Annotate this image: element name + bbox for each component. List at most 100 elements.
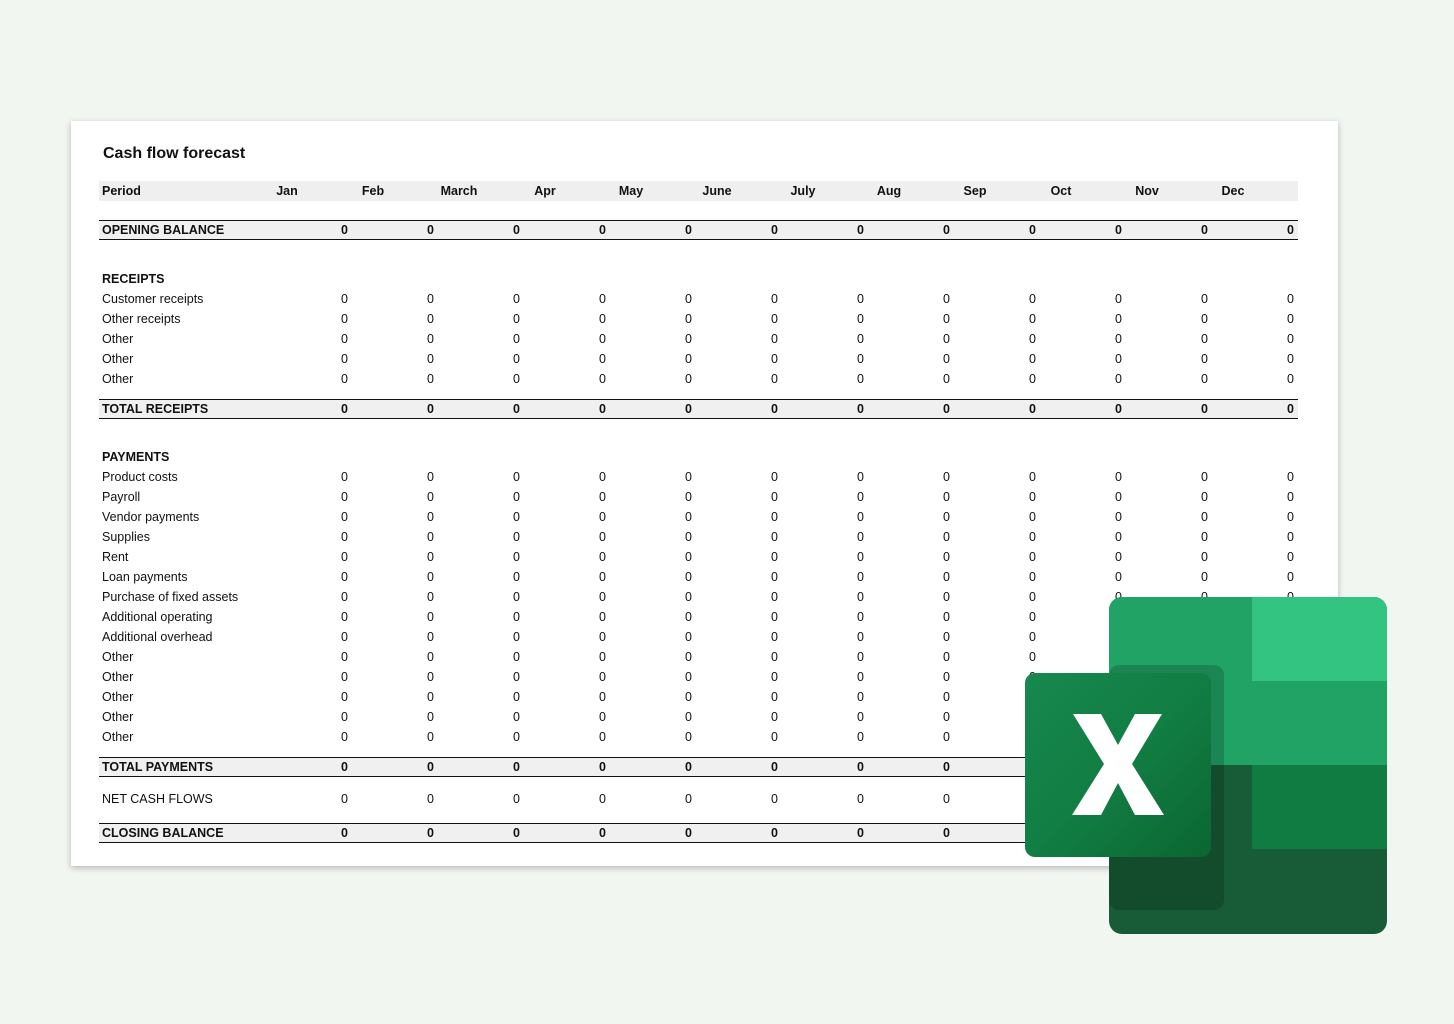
cell[interactable]: 0: [857, 352, 864, 366]
cell[interactable]: 0: [341, 792, 348, 806]
cell[interactable]: 0: [1115, 530, 1122, 544]
cell[interactable]: 0: [427, 292, 434, 306]
cell[interactable]: 0: [685, 292, 692, 306]
cell[interactable]: 0: [857, 332, 864, 346]
cell[interactable]: 0: [1029, 352, 1036, 366]
cell[interactable]: 0: [1287, 470, 1294, 484]
cell[interactable]: 0: [1029, 402, 1036, 416]
cell[interactable]: 0: [599, 630, 606, 644]
cell[interactable]: 0: [1287, 550, 1294, 564]
cell[interactable]: 0: [1287, 570, 1294, 584]
cell[interactable]: 0: [857, 610, 864, 624]
cell[interactable]: 0: [1287, 372, 1294, 386]
cell[interactable]: 0: [1287, 223, 1294, 237]
cell[interactable]: 0: [513, 312, 520, 326]
cell[interactable]: 0: [943, 312, 950, 326]
cell[interactable]: 0: [685, 490, 692, 504]
cell[interactable]: 0: [599, 332, 606, 346]
cell[interactable]: 0: [599, 490, 606, 504]
cell[interactable]: 0: [943, 550, 950, 564]
cell[interactable]: 0: [1287, 530, 1294, 544]
cell[interactable]: 0: [513, 690, 520, 704]
cell[interactable]: 0: [1029, 650, 1036, 664]
cell[interactable]: 0: [513, 760, 520, 774]
cell[interactable]: 0: [943, 490, 950, 504]
cell[interactable]: 0: [513, 223, 520, 237]
cell[interactable]: 0: [513, 490, 520, 504]
cell[interactable]: 0: [943, 760, 950, 774]
cell[interactable]: 0: [513, 352, 520, 366]
cell[interactable]: 0: [513, 792, 520, 806]
cell[interactable]: 0: [771, 490, 778, 504]
cell[interactable]: 0: [427, 630, 434, 644]
cell[interactable]: 0: [943, 730, 950, 744]
cell[interactable]: 0: [341, 292, 348, 306]
cell[interactable]: 0: [599, 312, 606, 326]
cell[interactable]: 0: [427, 760, 434, 774]
cell[interactable]: 0: [341, 826, 348, 840]
cell[interactable]: 0: [513, 826, 520, 840]
cell[interactable]: 0: [513, 610, 520, 624]
cell[interactable]: 0: [1115, 372, 1122, 386]
cell[interactable]: 0: [599, 792, 606, 806]
cell[interactable]: 0: [857, 826, 864, 840]
cell[interactable]: 0: [857, 550, 864, 564]
cell[interactable]: 0: [685, 550, 692, 564]
cell[interactable]: 0: [1201, 550, 1208, 564]
cell[interactable]: 0: [857, 530, 864, 544]
cell[interactable]: 0: [341, 630, 348, 644]
cell[interactable]: 0: [599, 550, 606, 564]
cell[interactable]: 0: [427, 352, 434, 366]
cell[interactable]: 0: [341, 610, 348, 624]
cell[interactable]: 0: [1029, 630, 1036, 644]
cell[interactable]: 0: [857, 402, 864, 416]
cell[interactable]: 0: [1029, 490, 1036, 504]
cell[interactable]: 0: [1287, 510, 1294, 524]
cell[interactable]: 0: [1287, 292, 1294, 306]
cell[interactable]: 0: [599, 570, 606, 584]
cell[interactable]: 0: [341, 332, 348, 346]
cell[interactable]: 0: [1029, 223, 1036, 237]
cell[interactable]: 0: [427, 826, 434, 840]
cell[interactable]: 0: [1029, 590, 1036, 604]
cell[interactable]: 0: [1201, 223, 1208, 237]
cell[interactable]: 0: [771, 792, 778, 806]
cell[interactable]: 0: [427, 530, 434, 544]
cell[interactable]: 0: [685, 510, 692, 524]
cell[interactable]: 0: [1287, 312, 1294, 326]
cell[interactable]: 0: [599, 510, 606, 524]
cell[interactable]: 0: [943, 690, 950, 704]
cell[interactable]: 0: [427, 332, 434, 346]
cell[interactable]: 0: [599, 670, 606, 684]
cell[interactable]: 0: [341, 312, 348, 326]
cell[interactable]: 0: [1201, 372, 1208, 386]
cell[interactable]: 0: [685, 530, 692, 544]
cell[interactable]: 0: [943, 570, 950, 584]
cell[interactable]: 0: [341, 530, 348, 544]
cell[interactable]: 0: [341, 690, 348, 704]
cell[interactable]: 0: [1115, 332, 1122, 346]
cell[interactable]: 0: [1287, 402, 1294, 416]
cell[interactable]: 0: [427, 402, 434, 416]
cell[interactable]: 0: [341, 352, 348, 366]
cell[interactable]: 0: [771, 332, 778, 346]
cell[interactable]: 0: [599, 590, 606, 604]
cell[interactable]: 0: [943, 470, 950, 484]
cell[interactable]: 0: [685, 792, 692, 806]
cell[interactable]: 0: [771, 352, 778, 366]
cell[interactable]: 0: [857, 792, 864, 806]
cell[interactable]: 0: [513, 292, 520, 306]
cell[interactable]: 0: [685, 730, 692, 744]
cell[interactable]: 0: [427, 312, 434, 326]
cell[interactable]: 0: [1029, 530, 1036, 544]
cell[interactable]: 0: [599, 352, 606, 366]
cell[interactable]: 0: [341, 223, 348, 237]
cell[interactable]: 0: [599, 402, 606, 416]
cell[interactable]: 0: [341, 730, 348, 744]
cell[interactable]: 0: [943, 650, 950, 664]
cell[interactable]: 0: [427, 223, 434, 237]
cell[interactable]: 0: [1115, 312, 1122, 326]
cell[interactable]: 0: [599, 760, 606, 774]
cell[interactable]: 0: [943, 610, 950, 624]
cell[interactable]: 0: [771, 730, 778, 744]
